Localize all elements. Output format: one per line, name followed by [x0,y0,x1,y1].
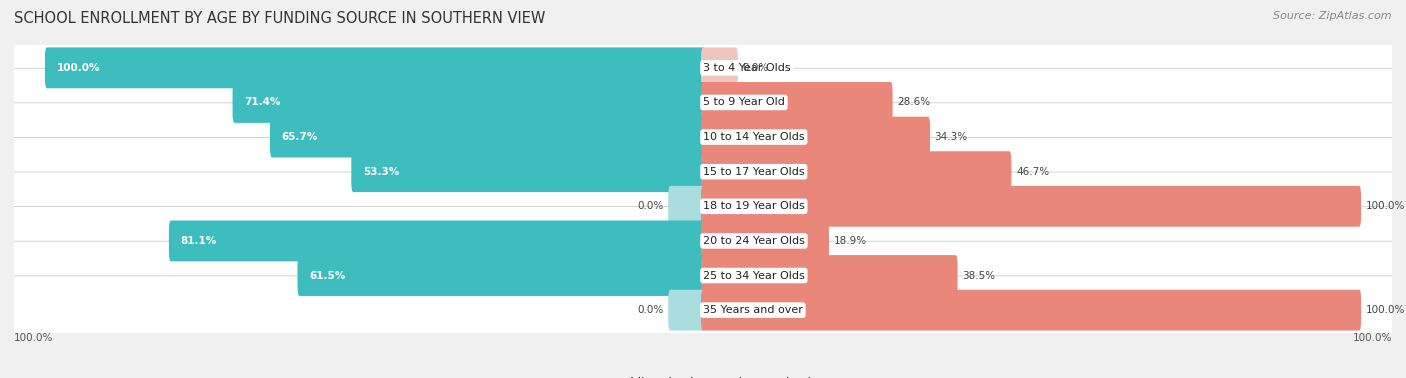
FancyBboxPatch shape [11,68,1395,137]
Text: 0.0%: 0.0% [742,63,769,73]
FancyBboxPatch shape [352,151,704,192]
Text: 100.0%: 100.0% [1365,201,1405,211]
FancyBboxPatch shape [11,241,1395,310]
FancyBboxPatch shape [45,47,704,88]
FancyBboxPatch shape [298,255,704,296]
Text: 28.6%: 28.6% [897,98,931,107]
Text: 10 to 14 Year Olds: 10 to 14 Year Olds [703,132,804,142]
Text: 100.0%: 100.0% [56,63,100,73]
FancyBboxPatch shape [270,117,704,158]
Text: 100.0%: 100.0% [1353,333,1392,342]
FancyBboxPatch shape [169,220,704,261]
FancyBboxPatch shape [702,220,830,261]
Text: 38.5%: 38.5% [962,271,995,280]
Text: 34.3%: 34.3% [935,132,967,142]
Text: 61.5%: 61.5% [309,271,346,280]
Text: 0.0%: 0.0% [637,201,664,211]
Text: 3 to 4 Year Olds: 3 to 4 Year Olds [703,63,790,73]
Text: 100.0%: 100.0% [14,333,53,342]
Text: 81.1%: 81.1% [181,236,217,246]
FancyBboxPatch shape [702,117,929,158]
FancyBboxPatch shape [702,47,738,88]
FancyBboxPatch shape [11,172,1395,240]
FancyBboxPatch shape [702,186,1361,227]
FancyBboxPatch shape [702,82,893,123]
Text: 100.0%: 100.0% [1365,305,1405,315]
FancyBboxPatch shape [11,103,1395,171]
Text: 0.0%: 0.0% [637,305,664,315]
Text: 15 to 17 Year Olds: 15 to 17 Year Olds [703,167,804,177]
FancyBboxPatch shape [668,290,704,331]
FancyBboxPatch shape [702,255,957,296]
Text: 20 to 24 Year Olds: 20 to 24 Year Olds [703,236,804,246]
FancyBboxPatch shape [11,34,1395,102]
Text: 65.7%: 65.7% [281,132,318,142]
Text: 71.4%: 71.4% [245,98,281,107]
Text: 18 to 19 Year Olds: 18 to 19 Year Olds [703,201,804,211]
Text: 18.9%: 18.9% [834,236,866,246]
Text: Source: ZipAtlas.com: Source: ZipAtlas.com [1274,11,1392,21]
Text: 5 to 9 Year Old: 5 to 9 Year Old [703,98,785,107]
FancyBboxPatch shape [11,138,1395,206]
FancyBboxPatch shape [702,290,1361,331]
Text: 53.3%: 53.3% [363,167,399,177]
FancyBboxPatch shape [668,186,704,227]
Text: SCHOOL ENROLLMENT BY AGE BY FUNDING SOURCE IN SOUTHERN VIEW: SCHOOL ENROLLMENT BY AGE BY FUNDING SOUR… [14,11,546,26]
Text: 25 to 34 Year Olds: 25 to 34 Year Olds [703,271,804,280]
FancyBboxPatch shape [11,276,1395,344]
FancyBboxPatch shape [702,151,1011,192]
FancyBboxPatch shape [232,82,704,123]
Text: 35 Years and over: 35 Years and over [703,305,803,315]
Legend: Public School, Private School: Public School, Private School [595,377,811,378]
FancyBboxPatch shape [11,207,1395,275]
Text: 46.7%: 46.7% [1017,167,1049,177]
